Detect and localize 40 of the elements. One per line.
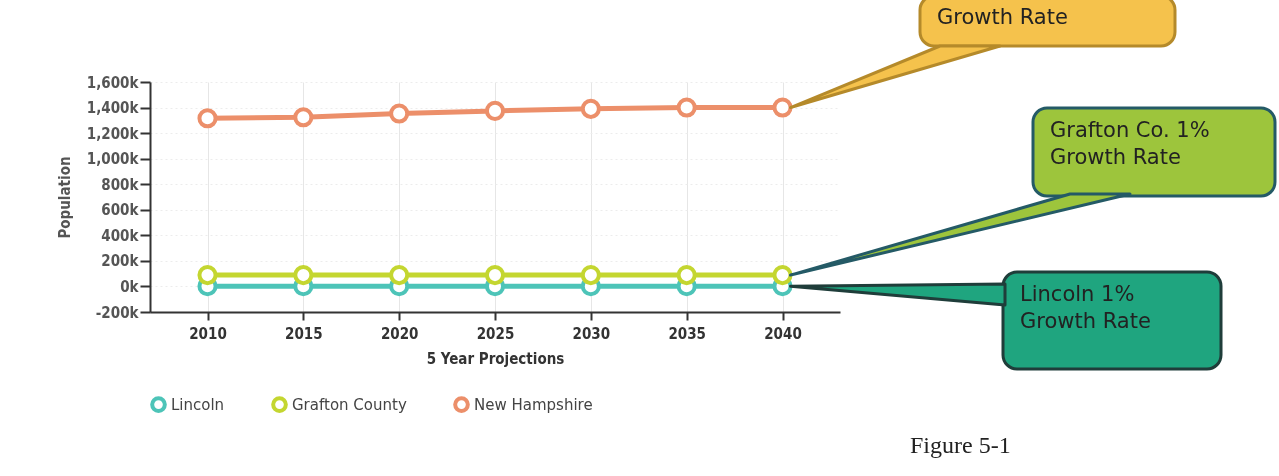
point [293,265,314,286]
point [772,265,793,286]
point [389,103,410,124]
point [293,107,314,128]
point [772,97,793,118]
caption: Figure 5-1 [910,432,1011,459]
y-tick-label: 1,200k [86,124,140,143]
point [676,265,697,286]
x-axis-title: 5 Year Projections [426,349,565,368]
y-tick-label: -200k [95,303,140,322]
y-axis-title: Population [55,156,74,239]
y-tick-label: 800k [101,175,140,194]
y-tick-label: 1,000k [86,150,140,169]
y-tick-label: 200k [101,252,140,271]
x-tick-label: 2040 [764,324,802,343]
point [484,100,506,121]
x-tick-label: 2020 [380,324,419,343]
point [580,265,601,286]
legend-label: New Hampshire [474,395,593,414]
point [197,108,218,129]
legend-label: Lincoln [171,395,225,414]
annotation: Growth Rate [920,0,1175,46]
point [389,265,410,286]
x-tick-label: 2025 [476,324,515,343]
x-tick-label: 2015 [285,324,323,343]
x-tick-label: 2010 [189,324,227,343]
x-tick-label: 2035 [668,324,706,343]
annotation: Lincoln 1% Growth Rate [1003,272,1221,369]
point [484,265,506,286]
point [676,97,697,118]
y-tick-label: 1,400k [86,99,140,118]
y-tick-label: 1,600k [86,73,140,92]
point [580,98,601,119]
x-tick-label: 2030 [572,324,611,343]
y-tick-label: 0k [120,277,140,296]
y-tick-label: 400k [101,226,140,245]
annotation: Grafton Co. 1% Growth Rate [1033,108,1275,196]
point [197,265,218,286]
y-tick-label: 600k [101,201,140,220]
legend-label: Grafton County [292,395,407,414]
